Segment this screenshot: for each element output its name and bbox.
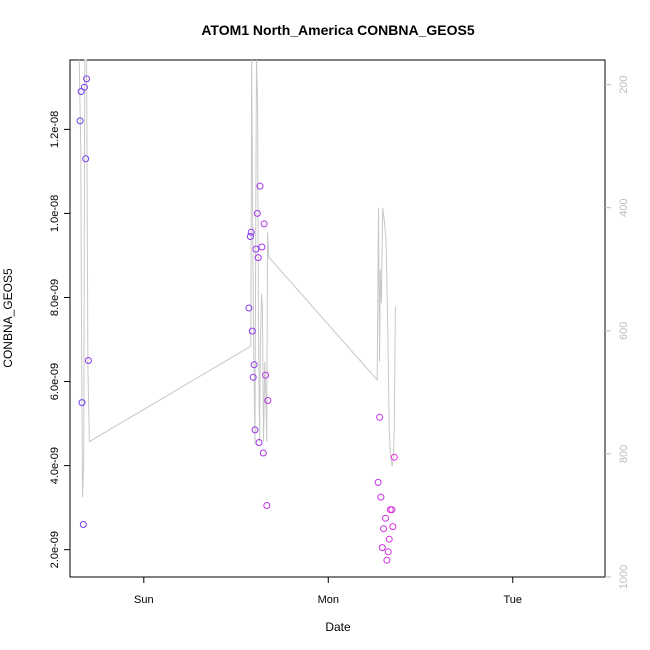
data-point bbox=[246, 233, 254, 240]
data-point bbox=[251, 426, 259, 434]
data-point bbox=[374, 478, 382, 486]
y2-tick-label: 400 bbox=[618, 199, 630, 217]
data-point bbox=[376, 413, 384, 421]
y-tick-label: 1.2e-08 bbox=[49, 111, 61, 148]
data-point bbox=[383, 556, 391, 564]
data-point bbox=[258, 243, 266, 251]
y2-tick-label: 200 bbox=[618, 75, 630, 93]
x-tick-label: Sun bbox=[134, 594, 154, 606]
y-axis-label: CONBNA_GEOS5 bbox=[1, 268, 15, 368]
data-point bbox=[249, 373, 257, 381]
data-point bbox=[389, 523, 397, 531]
y-tick-label: 8.0e-09 bbox=[49, 279, 61, 316]
data-point bbox=[263, 502, 271, 509]
y-tick-label: 6.0e-09 bbox=[49, 363, 61, 400]
data-point bbox=[245, 304, 253, 312]
data-point bbox=[77, 88, 85, 95]
x-tick-label: Mon bbox=[318, 594, 339, 606]
x-tick-label: Tue bbox=[503, 594, 522, 606]
y2-tick-label: 600 bbox=[618, 322, 630, 340]
data-point bbox=[252, 245, 260, 253]
plot-frame bbox=[69, 59, 606, 578]
data-point bbox=[385, 535, 393, 543]
data-point bbox=[377, 493, 385, 501]
data-point bbox=[247, 228, 255, 236]
data-point bbox=[264, 397, 272, 404]
data-point bbox=[378, 544, 386, 552]
y2-tick-label: 1000 bbox=[618, 565, 630, 589]
data-point bbox=[253, 209, 261, 217]
data-point bbox=[248, 327, 256, 335]
data-point bbox=[380, 525, 388, 533]
y-tick-label: 2.0e-09 bbox=[49, 531, 61, 568]
data-point bbox=[250, 361, 258, 369]
data-point bbox=[262, 371, 270, 379]
data-point bbox=[83, 75, 91, 83]
data-point bbox=[384, 548, 392, 556]
data-point bbox=[84, 357, 92, 364]
data-point bbox=[82, 155, 90, 163]
data-point bbox=[256, 182, 264, 190]
chart-title: ATOM1 North_America CONBNA_GEOS5 bbox=[201, 22, 475, 38]
data-point bbox=[382, 514, 389, 522]
y-tick-label: 1.0e-08 bbox=[49, 195, 61, 232]
data-point bbox=[80, 83, 88, 91]
data-point bbox=[388, 506, 396, 514]
data-point bbox=[260, 220, 268, 228]
data-point bbox=[78, 399, 86, 407]
data-point bbox=[79, 521, 87, 528]
plot-marks bbox=[76, 59, 398, 564]
y-tick-label: 4.0e-09 bbox=[49, 447, 61, 484]
y2-tick-label: 800 bbox=[618, 445, 630, 463]
data-point bbox=[255, 439, 263, 446]
data-point bbox=[259, 449, 267, 457]
data-point bbox=[76, 117, 84, 125]
axes: Sun Mon Tue 2.0e-09 4.0e-09 6.0e-09 8.0e-09 1.0… bbox=[49, 75, 630, 606]
x-axis-label: Date bbox=[325, 620, 351, 634]
series-line bbox=[78, 59, 396, 498]
data-point bbox=[390, 453, 398, 461]
data-point bbox=[254, 254, 262, 262]
